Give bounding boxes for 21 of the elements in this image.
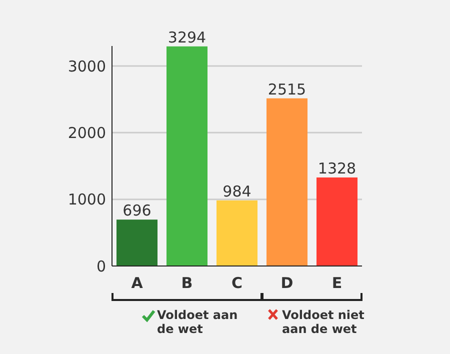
text: Voldoet aan de wet (157, 308, 238, 336)
data-label: 2515 (268, 80, 306, 98)
x-tick-label: D (280, 274, 294, 292)
bar (216, 200, 258, 266)
bar (116, 220, 158, 266)
y-tick-label: 1000 (68, 190, 106, 209)
y-tick-label: 2000 (68, 124, 106, 142)
x-tick-label: C (231, 274, 243, 292)
y-tick-label: 3000 (68, 57, 106, 76)
bar (266, 98, 308, 266)
data-label: 696 (122, 202, 152, 220)
bar (166, 46, 208, 266)
text: Voldoet niet aan de wet (282, 308, 365, 336)
data-label: 984 (222, 182, 252, 200)
bar (316, 177, 358, 266)
x-tick-label: A (131, 274, 144, 292)
data-label: 1328 (318, 159, 356, 178)
data-label: 3294 (168, 28, 206, 46)
x-tick-label: B (181, 274, 193, 292)
y-tick-label: 0 (96, 257, 106, 276)
x-tick-label: E (332, 274, 342, 292)
